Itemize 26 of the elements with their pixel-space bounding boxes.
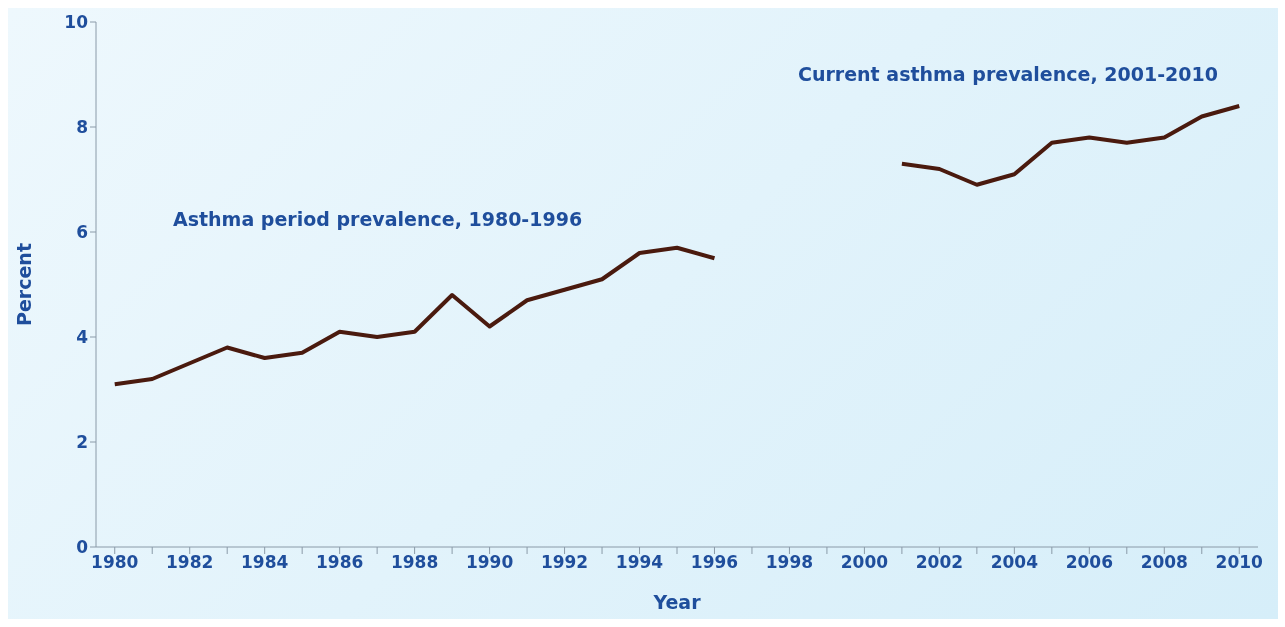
x-tick-label: 2000: [840, 552, 889, 573]
x-tick-label: 2006: [1065, 552, 1113, 573]
y-tick-label: 10: [64, 12, 89, 33]
x-tick-label: 1998: [765, 552, 814, 573]
x-tick-label: 2010: [1215, 552, 1264, 573]
x-tick-label: 1986: [315, 552, 364, 573]
y-tick-label: 8: [76, 117, 88, 138]
x-tick-label: 1980: [91, 552, 139, 573]
annotation: Asthma period prevalence, 1980-1996: [173, 208, 583, 230]
x-tick-label: 2002: [915, 552, 964, 573]
x-tick-label: 1988: [390, 552, 439, 573]
x-tick-label: 2008: [1140, 552, 1188, 573]
x-tick-label: 1982: [166, 552, 214, 573]
y-tick-label: 0: [76, 537, 89, 558]
x-tick-label: 1994: [615, 552, 664, 573]
x-tick-label: 1992: [540, 552, 589, 573]
x-tick-label: 1990: [465, 552, 514, 573]
y-tick-label: 6: [76, 222, 88, 243]
annotation: Current asthma prevalence, 2001-2010: [798, 63, 1218, 85]
x-axis-title: Year: [652, 591, 702, 613]
x-tick-label: 2004: [990, 552, 1039, 573]
x-tick-label: 1996: [690, 552, 739, 573]
y-tick-label: 2: [76, 432, 88, 453]
y-tick-label: 4: [76, 327, 89, 348]
x-tick-label: 1984: [241, 552, 289, 573]
y-axis-title: Percent: [12, 243, 35, 326]
